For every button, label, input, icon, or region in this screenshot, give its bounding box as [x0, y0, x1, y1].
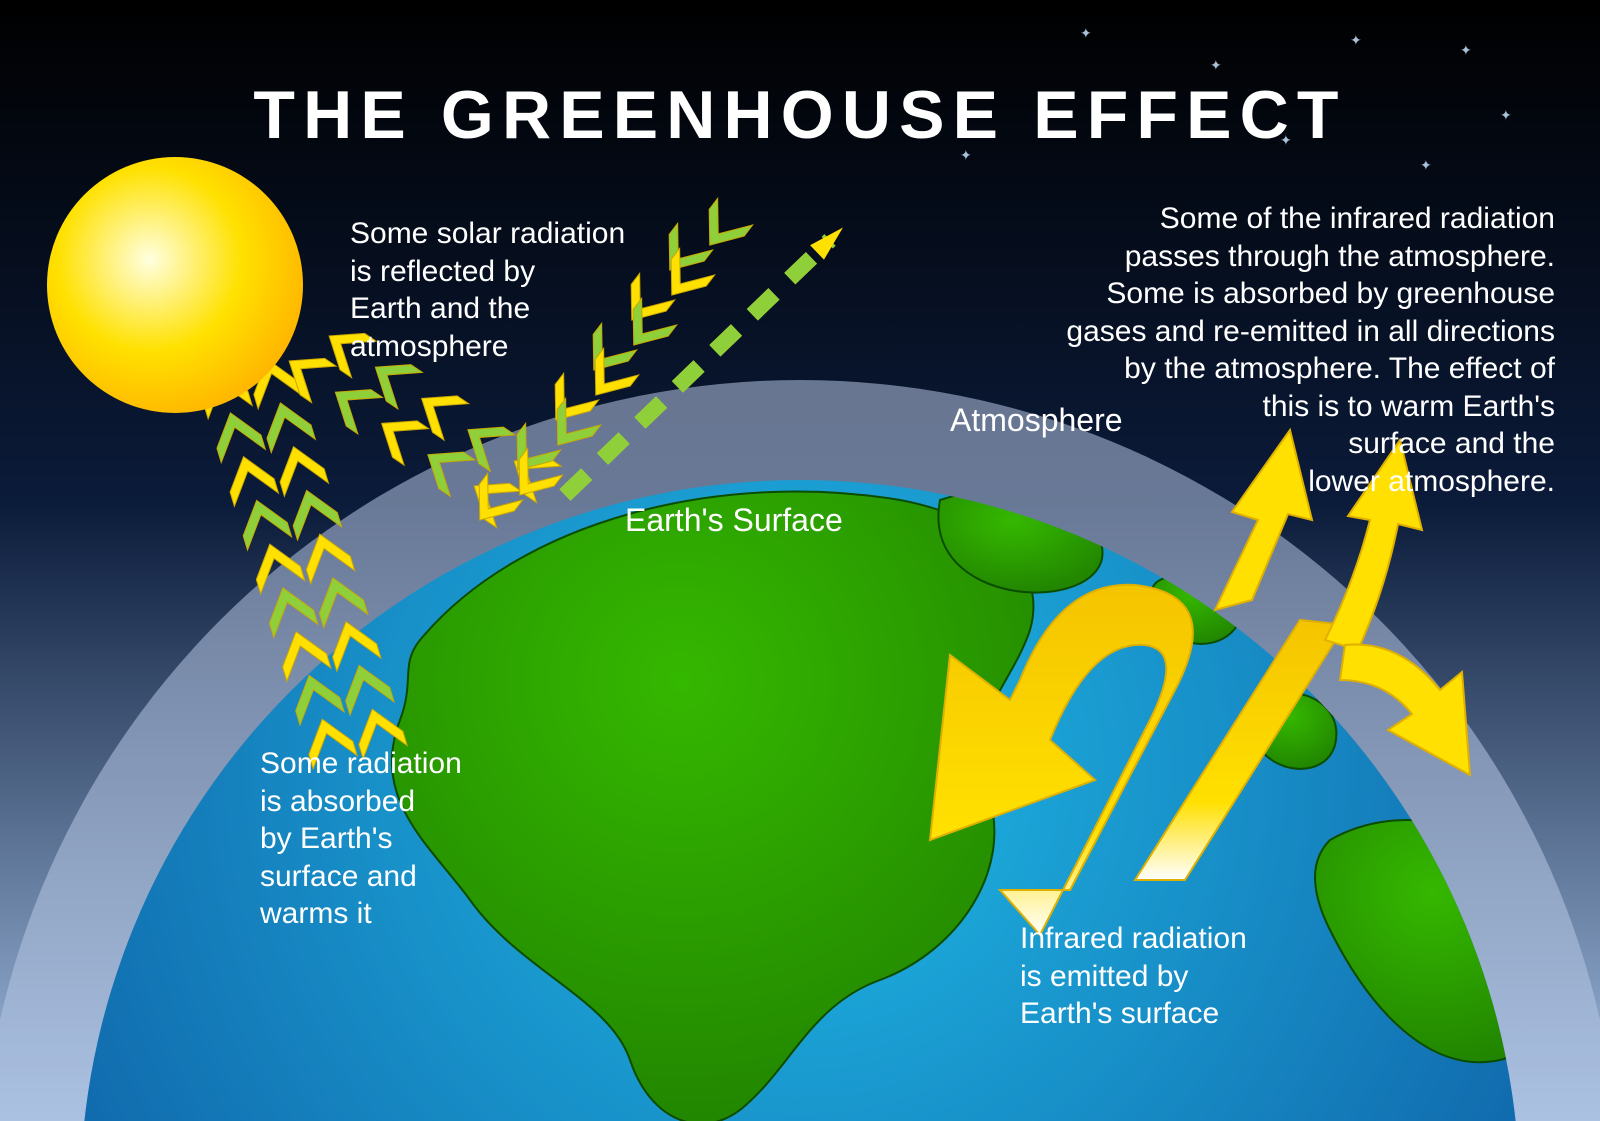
label-reflected-radiation: Some solar radiation is reflected by Ear… [350, 215, 625, 365]
star-icon: ✦ [1080, 25, 1092, 41]
star-icon: ✦ [1210, 57, 1222, 73]
label-infrared-emitted: Infrared radiation is emitted by Earth's… [1020, 920, 1247, 1033]
star-icon: ✦ [1460, 42, 1472, 58]
label-infrared-paragraph: Some of the infrared radiation passes th… [1066, 200, 1555, 500]
diagram-stage: ✦✦✦✦✦✦✦✦ [0, 0, 1600, 1121]
label-absorbed-radiation: Some radiation is absorbed by Earth's su… [260, 745, 462, 933]
label-earth-surface: Earth's Surface [625, 500, 843, 540]
sun [47, 157, 303, 413]
top-border [0, 0, 1600, 18]
star-icon: ✦ [1420, 157, 1432, 173]
diagram-svg: ✦✦✦✦✦✦✦✦ [0, 0, 1600, 1121]
diagram-title: THE GREENHOUSE EFFECT [0, 76, 1600, 154]
star-icon: ✦ [1350, 32, 1362, 48]
